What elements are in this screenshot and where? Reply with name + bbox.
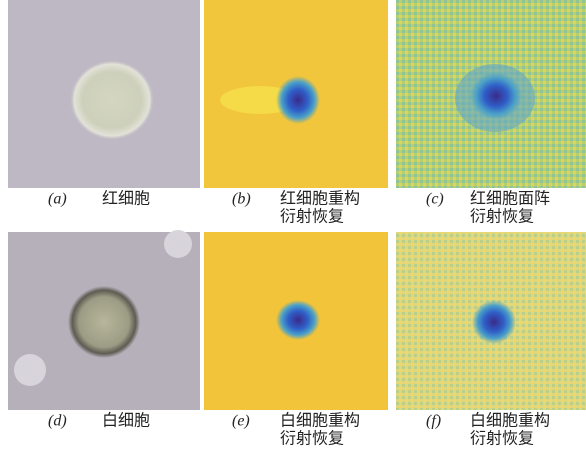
cell-blob bbox=[276, 300, 320, 340]
panel-label: (b) bbox=[232, 191, 251, 208]
debris bbox=[164, 230, 192, 258]
panel-caption: 红细胞面阵 bbox=[470, 190, 550, 208]
panel-caption: 衍射恢复 bbox=[470, 430, 534, 448]
panel-caption: 白细胞 bbox=[102, 412, 150, 430]
white-cell bbox=[68, 286, 140, 358]
panel-label: (a) bbox=[48, 191, 67, 208]
panel-label: (c) bbox=[426, 191, 444, 208]
cell-blob bbox=[470, 72, 522, 120]
panel-caption: 白细胞重构 bbox=[470, 412, 550, 430]
panel-caption: 红细胞 bbox=[102, 190, 150, 208]
panel-label: (f) bbox=[426, 413, 441, 430]
panel-caption: 衍射恢复 bbox=[280, 208, 344, 226]
panel-caption: 白细胞重构 bbox=[280, 412, 360, 430]
cell-blob bbox=[472, 300, 516, 344]
panel-label: (e) bbox=[232, 413, 250, 430]
red-cell bbox=[70, 60, 154, 140]
panel-caption: 衍射恢复 bbox=[470, 208, 534, 226]
panel-caption: 红细胞重构 bbox=[280, 190, 360, 208]
panel-label: (d) bbox=[48, 413, 67, 430]
figure: (a)红细胞(b)红细胞重构衍射恢复(c)红细胞面阵衍射恢复(d)白细胞(e)白… bbox=[0, 0, 586, 450]
panel-caption: 衍射恢复 bbox=[280, 430, 344, 448]
debris bbox=[14, 354, 46, 386]
cell-blob bbox=[276, 76, 320, 124]
